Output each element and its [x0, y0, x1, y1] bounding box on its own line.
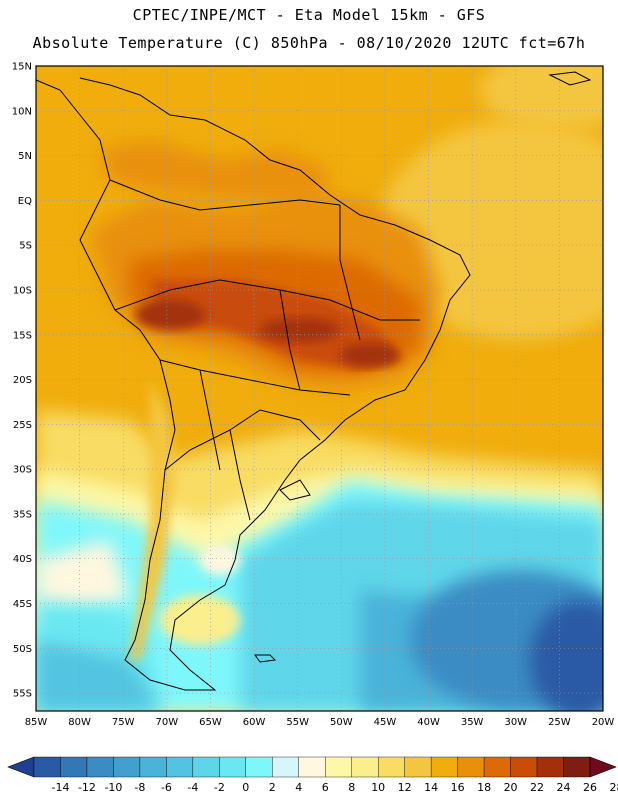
latitude-labels: 15N 10N 5N EQ 5S 10S 15S 20S 25S 30S 35S 40S 45S 50S 5…: [12, 62, 32, 700]
lat-tick-label: 5S: [19, 241, 32, 252]
colorbar-swatch: [272, 756, 299, 778]
colorbar-arrow-high: [589, 756, 617, 778]
lat-tick-label: 55S: [13, 689, 32, 700]
lat-tick-label: 20S: [13, 375, 32, 386]
colorbar-swatch: [33, 756, 61, 778]
colorbar-swatch: [86, 756, 114, 778]
colorbar-swatch: [60, 756, 88, 778]
colorbar-swatch: [325, 756, 352, 778]
lat-tick-label: 40S: [13, 554, 32, 565]
colorbar-label: 28: [609, 781, 618, 794]
colorbar-swatch: [245, 756, 273, 778]
colorbar-label: 8: [348, 781, 355, 794]
lat-tick-label: 10N: [12, 106, 32, 117]
colorbar-swatch: [483, 756, 511, 778]
colorbar-swatch: [404, 756, 432, 778]
lat-tick-label: 45S: [13, 599, 32, 610]
lon-tick-label: 25W: [548, 717, 571, 728]
colorbar-label: 10: [371, 781, 385, 794]
colorbar-label: 22: [530, 781, 544, 794]
colorbar-arrow-low: [7, 756, 35, 778]
colorbar-label: -12: [78, 781, 96, 794]
lon-tick-label: 80W: [68, 717, 91, 728]
colorbar-label: 20: [504, 781, 518, 794]
chart-title-line-1: CPTEC/INPE/MCT - Eta Model 15km - GFS: [132, 6, 486, 24]
lat-tick-label: 50S: [13, 644, 32, 655]
lat-tick-label: EQ: [18, 196, 32, 207]
colorbar-swatch: [510, 756, 538, 778]
chart-title-line-2: Absolute Temperature (C) 850hPa - 08/10/…: [32, 34, 586, 52]
temperature-field: [36, 66, 603, 711]
lat-tick-label: 30S: [13, 465, 32, 476]
colorbar-label: -14: [51, 781, 69, 794]
colorbar-label: 0: [242, 781, 249, 794]
lon-tick-label: 35W: [461, 717, 484, 728]
colorbar-swatch: [536, 756, 564, 778]
colorbar-label: 14: [424, 781, 438, 794]
lat-tick-label: 35S: [13, 509, 32, 520]
colorbar-label: 24: [557, 781, 571, 794]
lon-tick-label: 75W: [112, 717, 135, 728]
colorbar-label: 18: [477, 781, 491, 794]
colorbar-swatch: [139, 756, 167, 778]
lon-tick-label: 45W: [374, 717, 397, 728]
colorbar-label: 12: [398, 781, 412, 794]
lat-tick-label: 25S: [13, 420, 32, 431]
colorbar-label: 6: [322, 781, 329, 794]
colorbar-label: -2: [214, 781, 225, 794]
longitude-labels: 85W 80W 75W 70W 65W 60W 55W 50W 45W 40W 35W 30W 25W 2…: [25, 717, 615, 728]
map-frame: [35, 65, 604, 712]
lon-tick-label: 70W: [156, 717, 179, 728]
colorbar-label: -8: [134, 781, 145, 794]
colorbar-label: -10: [104, 781, 122, 794]
lon-tick-label: 20W: [592, 717, 615, 728]
colorbar-swatch: [298, 756, 326, 778]
colorbar-swatch: [351, 756, 379, 778]
lat-tick-label: 15N: [12, 62, 32, 73]
colorbar: -14 -12 -10 -8 -6 -4 -2 0 2 4 6 8 10 12 14 16 18 20 22 24 26…: [7, 756, 618, 794]
colorbar-swatch: [457, 756, 485, 778]
lat-tick-label: 5N: [18, 151, 32, 162]
coastline: [35, 71, 592, 691]
colorbar-label: 16: [451, 781, 465, 794]
lon-tick-label: 65W: [199, 717, 222, 728]
colorbar-label: 4: [295, 781, 302, 794]
colorbar-label: -6: [161, 781, 172, 794]
colorbar-swatch: [192, 756, 220, 778]
lon-tick-label: 60W: [243, 717, 266, 728]
lon-tick-label: 85W: [25, 717, 48, 728]
colorbar-swatch: [563, 756, 591, 778]
colorbar-swatch: [113, 756, 141, 778]
lat-tick-label: 10S: [13, 285, 32, 296]
colorbar-swatch: [430, 756, 458, 778]
lon-tick-label: 30W: [504, 717, 527, 728]
lat-tick-label: 15S: [13, 330, 32, 341]
colorbar-swatch: [219, 756, 247, 778]
colorbar-label: 26: [583, 781, 597, 794]
colorbar-swatch: [166, 756, 194, 778]
colorbar-swatch: [377, 756, 405, 778]
lon-tick-label: 40W: [417, 717, 440, 728]
lon-tick-label: 50W: [330, 717, 353, 728]
colorbar-label: 2: [269, 781, 276, 794]
lon-tick-label: 55W: [286, 717, 309, 728]
colorbar-label: -4: [187, 781, 198, 794]
